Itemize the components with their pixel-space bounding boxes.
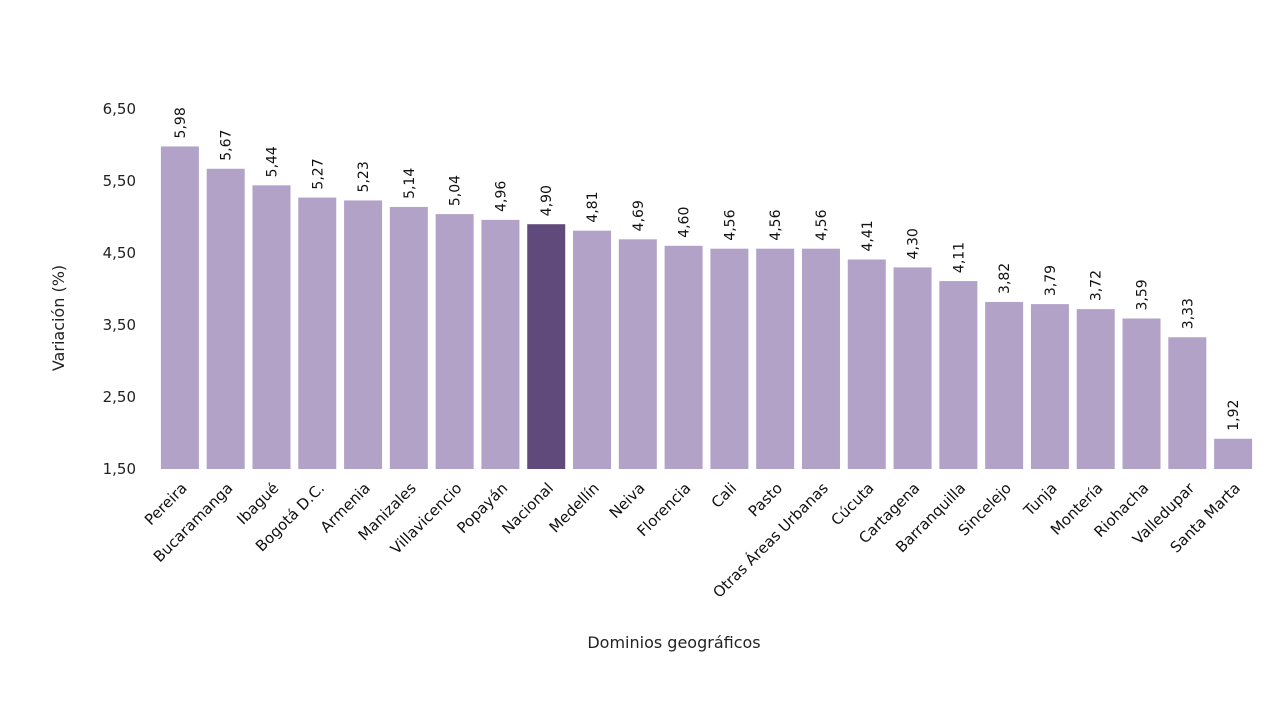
- y-tick-label: 2,50: [103, 388, 136, 406]
- data-label: 4,41: [860, 220, 876, 251]
- y-tick-label: 6,50: [103, 100, 136, 118]
- bar-riohacha: [1122, 318, 1161, 469]
- data-label: 1,92: [1226, 400, 1242, 431]
- bar-neiva: [618, 239, 657, 469]
- data-label: 4,30: [906, 228, 922, 259]
- bar-popayán: [481, 219, 520, 469]
- data-label: 3,79: [1043, 265, 1059, 296]
- bar-santa-marta: [1214, 438, 1253, 469]
- bar-medellín: [573, 230, 612, 469]
- bar-barranquilla: [939, 281, 978, 469]
- data-label: 3,72: [1089, 270, 1105, 301]
- bar-cali: [710, 248, 749, 469]
- bar-cúcuta: [847, 259, 886, 469]
- bar-villavicencio: [435, 214, 474, 469]
- bar-otras-áreas-urbanas: [801, 248, 840, 469]
- bars: [160, 146, 1253, 470]
- bar-ibagué: [252, 185, 291, 469]
- data-label: 4,56: [814, 209, 830, 240]
- data-label: 5,23: [356, 161, 372, 192]
- value-labels: 5,98 5,67 5,44 5,27 5,23 5,14 5,04 4,96 4,90 4,81…: [173, 107, 1242, 430]
- bar-montería: [1076, 309, 1115, 469]
- data-label: 3,33: [1180, 298, 1196, 329]
- bar-valledupar: [1168, 337, 1207, 469]
- data-label: 3,59: [1135, 279, 1151, 310]
- y-axis-title: Variación (%): [49, 265, 68, 371]
- data-label: 5,14: [402, 168, 418, 199]
- bar-nacional: [527, 224, 566, 469]
- data-label: 4,56: [768, 209, 784, 240]
- x-tick-label: Neiva: [606, 479, 649, 522]
- data-label: 4,90: [539, 185, 555, 216]
- bar-bucaramanga: [206, 168, 245, 469]
- y-tick-label: 3,50: [103, 316, 136, 334]
- y-axis: 1,50 2,50 3,50 4,50 5,50 6,50: [103, 100, 136, 478]
- data-label: 5,98: [173, 107, 189, 138]
- data-label: 4,81: [585, 192, 601, 223]
- bar-bogotá-d-c-: [298, 197, 337, 469]
- bar-pasto: [756, 248, 795, 469]
- x-tick-label: Cali: [708, 479, 741, 512]
- bar-sincelejo: [985, 301, 1024, 469]
- data-label: 5,27: [310, 158, 326, 189]
- x-tick-label: Medellín: [546, 479, 603, 536]
- data-label: 4,60: [677, 207, 693, 238]
- data-label: 5,44: [264, 146, 280, 177]
- data-label: 4,69: [631, 200, 647, 231]
- y-tick-label: 1,50: [103, 460, 136, 478]
- x-axis-title: Dominios geográficos: [587, 633, 760, 652]
- bar-cartagena: [893, 267, 932, 469]
- data-label: 4,56: [722, 209, 738, 240]
- x-tick-label: Pasto: [745, 479, 786, 520]
- data-label: 5,04: [448, 175, 464, 206]
- data-label: 4,11: [951, 242, 967, 273]
- bar-florencia: [664, 245, 703, 469]
- data-label: 4,96: [493, 181, 509, 212]
- x-tick-label: Tunja: [1020, 479, 1061, 520]
- data-label: 5,67: [219, 130, 235, 161]
- bar-tunja: [1030, 304, 1069, 469]
- bar-pereira: [160, 146, 199, 469]
- bar-armenia: [344, 200, 383, 469]
- y-tick-label: 4,50: [103, 244, 136, 262]
- bar-manizales: [389, 206, 428, 470]
- y-tick-label: 5,50: [103, 172, 136, 190]
- data-label: 3,82: [997, 263, 1013, 294]
- x-tick-label: Bucaramanga: [150, 479, 237, 566]
